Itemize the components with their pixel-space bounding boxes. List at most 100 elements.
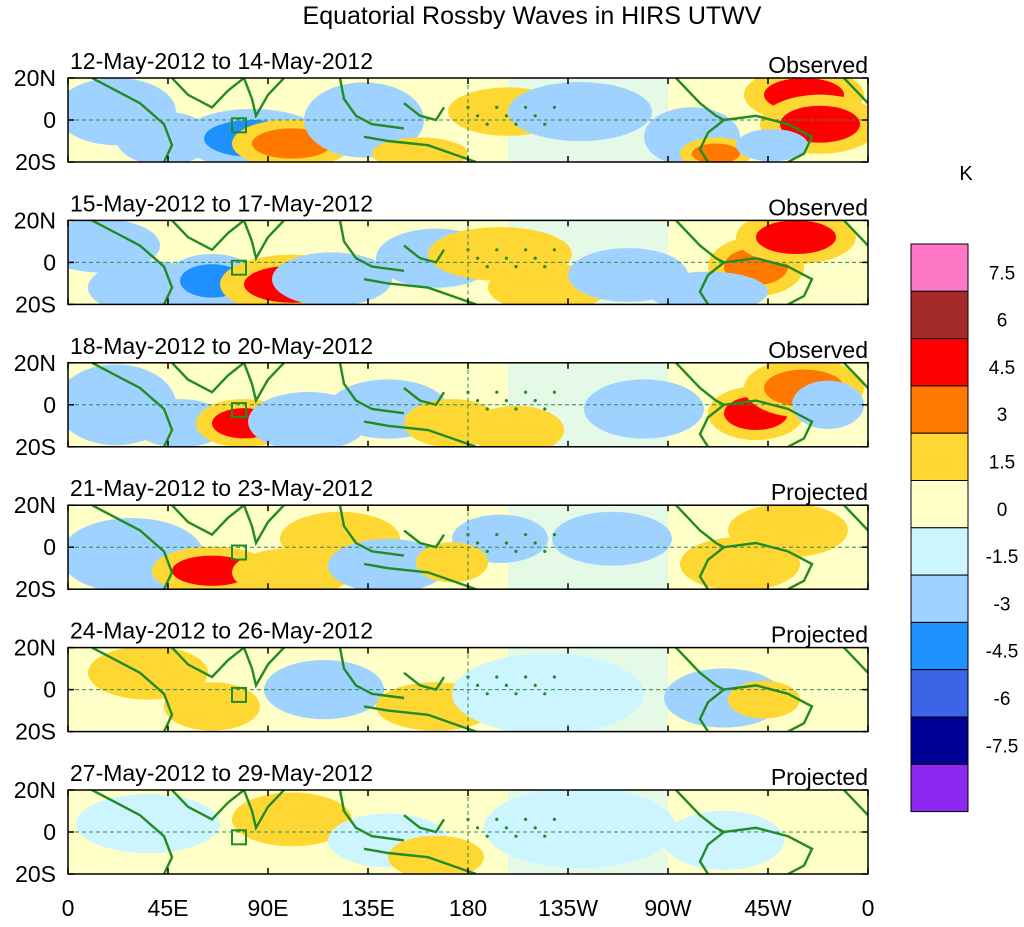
anomaly-core [748,513,828,548]
x-axis: 0 45E 90E 135E 180 135W 90W 45W 0 [62,895,875,921]
y-tick-label: 20S [15,149,56,175]
coastline [171,78,245,109]
coastline [363,847,477,874]
island [533,826,537,830]
island [552,533,557,537]
y-tick-label: 20N [14,350,56,376]
island [495,817,499,822]
panel-date: 24-May-2012 to 26-May-2012 [70,618,373,644]
coastline [723,684,814,732]
coastline [363,278,477,305]
y-tick-label: 20N [14,635,56,661]
anomaly-core [572,522,652,556]
colorbar-swatch [910,385,969,434]
colorbar-swatch [910,669,969,718]
anomaly-core [604,390,684,428]
panel-date: 21-May-2012 to 23-May-2012 [70,475,373,501]
coastline [338,362,405,415]
anomaly-core [252,557,332,588]
coastline [723,541,814,590]
x-tick-label: 180 [449,895,487,921]
island [504,399,508,403]
y-tick-label: 0 [43,819,56,845]
y-tick-label: 20N [14,777,56,803]
panel: 20N 0 20S 12-May-2012 to 14-May-2012 Observe… [14,48,869,175]
panel-status: Projected [771,764,868,790]
coastline [363,420,477,447]
anomaly-core [780,105,860,143]
x-tick-label: 90E [248,895,289,921]
island [514,265,518,269]
y-tick-label: 20N [14,207,56,233]
island [524,675,528,679]
coastline [171,647,245,679]
colorbar-label: 4.5 [989,358,1015,379]
panel-status: Observed [768,52,868,78]
colorbar-label: 3 [997,405,1008,426]
anomaly-core [484,668,612,719]
anomaly-core [468,523,532,554]
coastline [338,647,405,700]
island [514,692,518,696]
island [504,114,508,118]
coastline [403,529,446,549]
coastline [242,220,285,262]
coastline [403,814,446,834]
island [476,399,480,403]
island [524,817,528,822]
y-tick-label: 20S [15,434,56,460]
colorbar-swatch [910,621,969,671]
coastline [723,826,814,874]
island [476,114,480,118]
y-tick-label: 0 [43,677,56,703]
panel: 20N 0 20S 18-May-2012 to 20-May-2012 Observe… [14,333,869,460]
anomaly-core [700,547,780,581]
anomaly-core [756,220,836,254]
region-box [231,829,247,846]
panels: 20N 0 20S 12-May-2012 to 14-May-2012 Observe… [14,48,869,887]
colorbar-swatch [910,480,969,529]
anomaly-core [172,555,252,586]
panel-date: 18-May-2012 to 20-May-2012 [70,333,373,359]
x-tick-label: 90W [644,895,692,921]
anomaly-core [484,414,548,446]
region-box [231,117,247,134]
anomaly-core [148,408,212,439]
anomaly-core [692,143,740,162]
coastline [403,244,446,264]
island [485,834,489,838]
colorbar-label: 0 [997,500,1008,521]
coastline [403,102,446,122]
island [485,407,489,411]
coastline [843,78,868,105]
coastline [242,790,285,832]
island [495,248,499,252]
coastline [403,387,446,407]
panel-date: 27-May-2012 to 29-May-2012 [70,760,373,786]
colorbar-swatch [910,527,969,576]
anomaly-core [132,121,196,156]
colorbar-swatch [910,763,969,813]
colorbar-label: 7.5 [989,263,1015,284]
colorbar-label: -1.5 [986,547,1019,568]
island [495,533,499,537]
y-tick-label: 20S [15,719,56,745]
coastline [242,505,285,547]
island [543,834,547,838]
x-tick-label: 45E [148,895,189,921]
y-tick-label: 0 [43,392,56,418]
field [68,505,868,590]
region-box [231,259,247,276]
island [485,549,489,554]
colorbar-label: 1.5 [989,453,1015,474]
island [476,683,480,688]
island [543,549,547,554]
island [524,105,528,109]
coastline [723,399,814,447]
island [552,105,557,109]
island [533,256,537,260]
island [533,114,537,118]
island [476,256,480,260]
colorbar-label: -4.5 [986,642,1019,663]
coastline [723,256,814,305]
